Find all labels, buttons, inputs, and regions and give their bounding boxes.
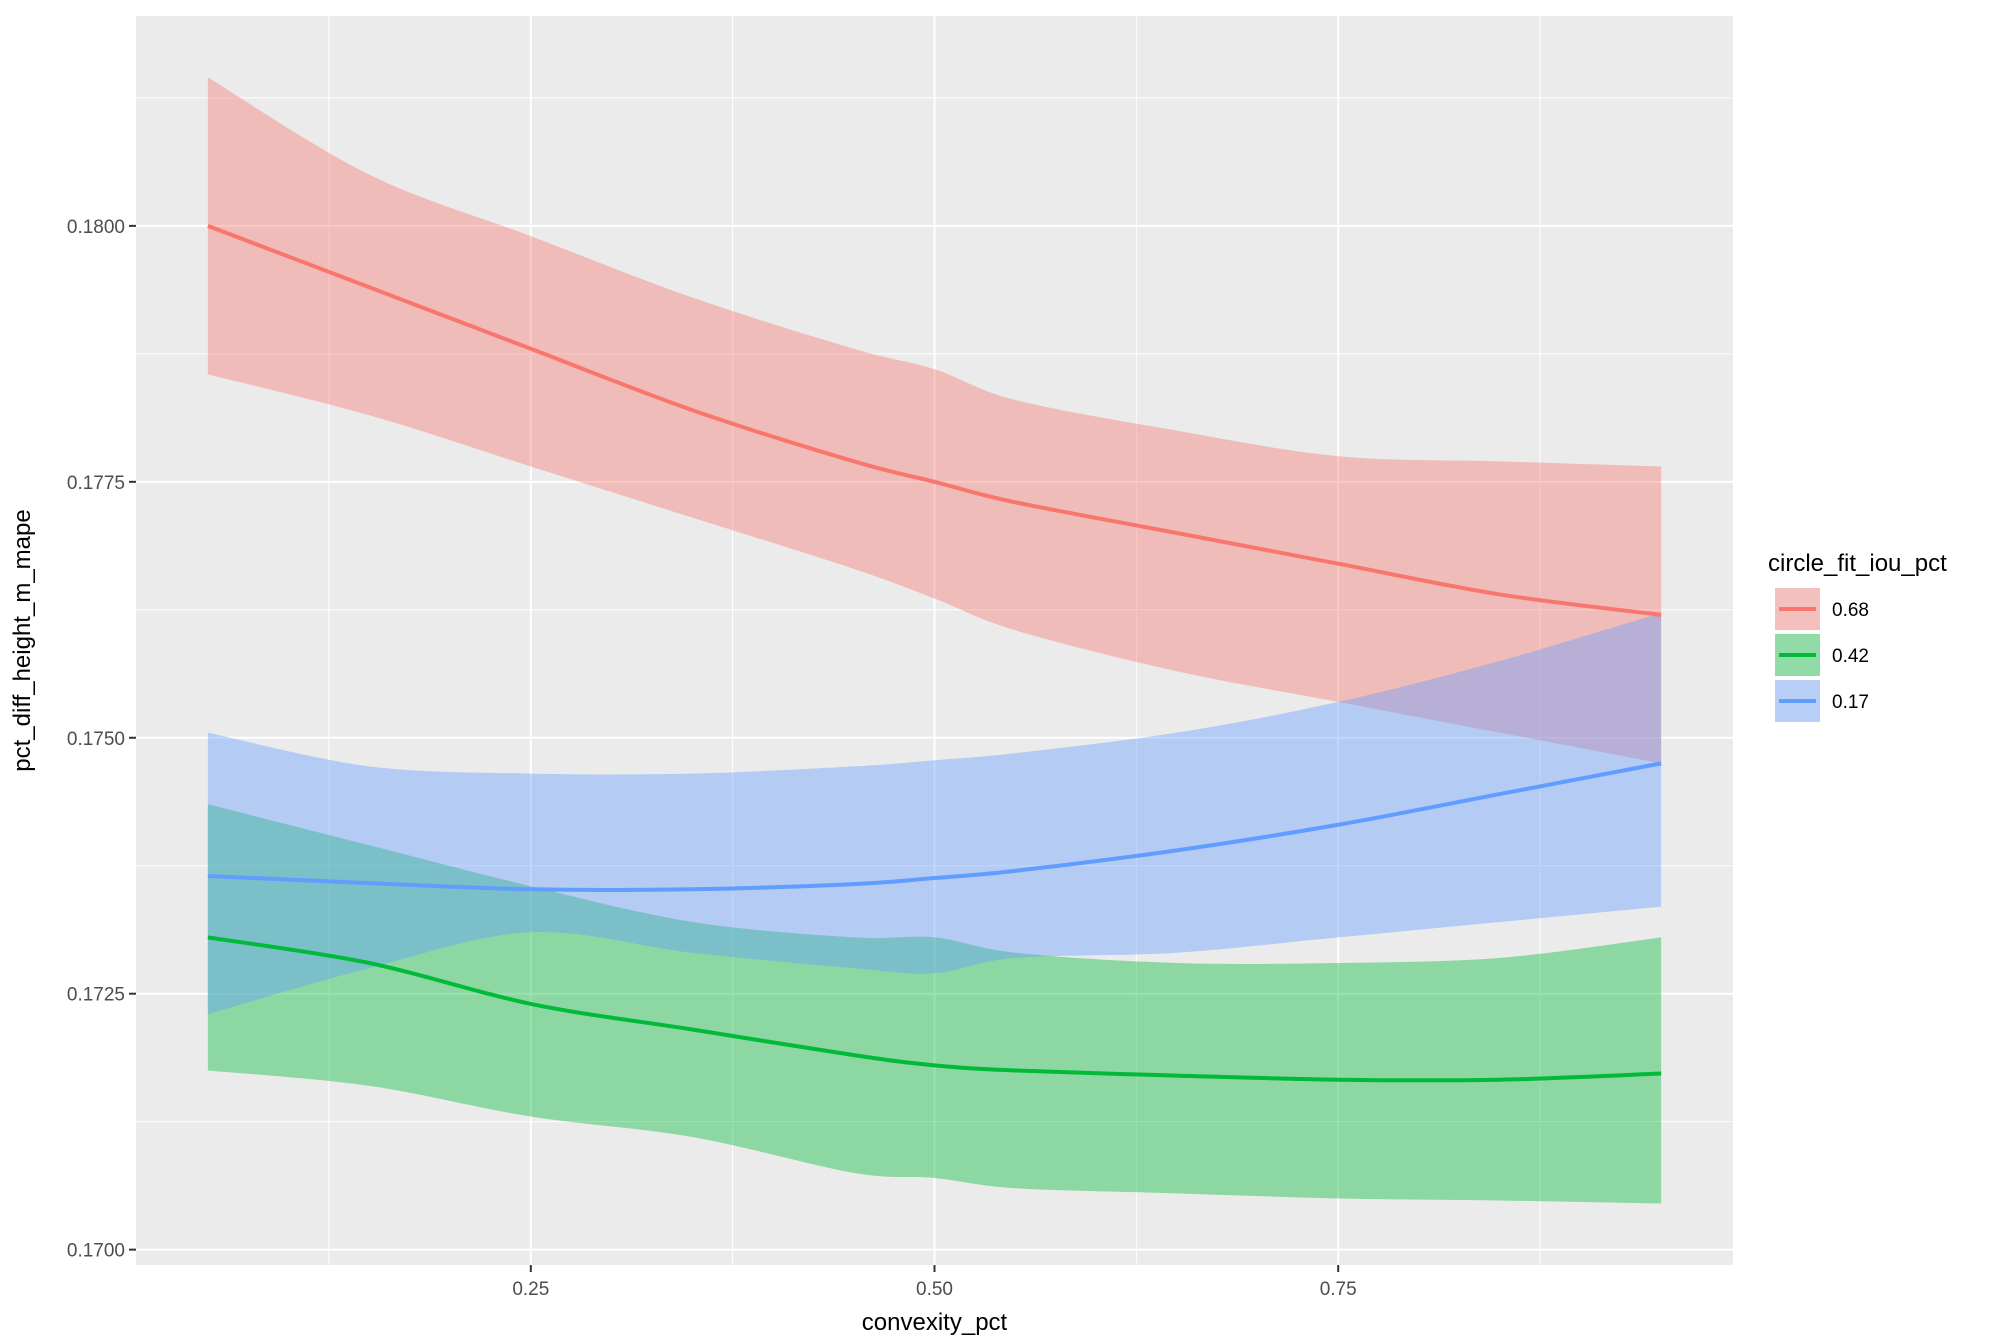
y-tick-label: 0.1775 xyxy=(67,473,125,494)
x-axis-ticks: 0.25 0.50 0.75 xyxy=(512,1265,1357,1300)
y-axis-ticks: 0.1700 0.1725 0.1750 0.1775 0.1800 xyxy=(67,217,136,1262)
legend-label: 0.42 xyxy=(1832,646,1869,667)
y-tick-label: 0.1800 xyxy=(67,217,125,238)
confidence-ribbons xyxy=(207,77,1662,1204)
x-axis-title: convexity_pct xyxy=(862,1309,1008,1336)
ribbon-series-0.17 xyxy=(207,612,1662,1015)
major-gridlines xyxy=(136,16,1733,1265)
y-tick-label: 0.1700 xyxy=(67,1241,125,1262)
line-series-0.17 xyxy=(207,761,1662,892)
legend-title: circle_fit_iou_pct xyxy=(1768,550,1947,577)
line-series-0.42 xyxy=(207,935,1662,1083)
legend-label: 0.17 xyxy=(1832,692,1869,713)
series-lines xyxy=(207,224,1662,1083)
x-tick-label: 0.50 xyxy=(916,1279,953,1300)
legend-keys: 0.68 0.42 0.17 xyxy=(1775,588,1869,722)
ribbon-series-0.68 xyxy=(207,77,1662,764)
legend-label: 0.68 xyxy=(1832,600,1869,621)
ribbon-series-0.42 xyxy=(207,804,1662,1204)
y-tick-label: 0.1750 xyxy=(67,729,125,750)
legend: circle_fit_iou_pct 0.68 0.42 0.17 xyxy=(1768,550,1947,722)
x-tick-label: 0.75 xyxy=(1320,1279,1357,1300)
x-tick-label: 0.25 xyxy=(512,1279,549,1300)
line-series-0.68 xyxy=(207,224,1662,617)
y-tick-label: 0.1725 xyxy=(67,985,125,1006)
y-axis-title: pct_diff_height_m_mape xyxy=(9,509,36,771)
